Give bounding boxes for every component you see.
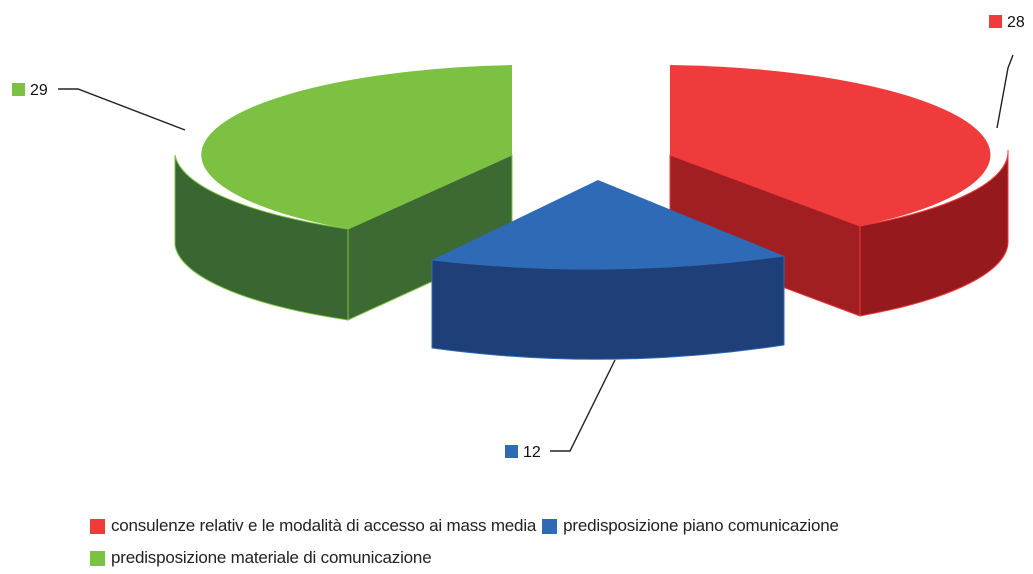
legend-row-2: predisposizione materiale di comunicazio… [90, 542, 990, 574]
legend-label-green: predisposizione materiale di comunicazio… [111, 548, 432, 567]
leader-line-green [58, 88, 186, 131]
pie-slice-blue-top [432, 180, 784, 270]
legend-row-1: consulenze relativ e le modalità di acce… [90, 510, 990, 542]
leader-line-red [996, 54, 1014, 129]
data-label-blue: 12 [523, 444, 541, 461]
legend-label-red: consulenze relativ e le modalità di acce… [111, 516, 537, 535]
pie-chart: 28 29 12 [12, 14, 1025, 461]
pie-slice-blue-side [431, 255, 785, 360]
legend-item-red: consulenze relativ e le modalità di acce… [90, 516, 536, 536]
slice-group-green [174, 65, 513, 321]
slice-group-blue [431, 180, 785, 360]
legend-swatch-blue [542, 518, 558, 534]
chart-legend: consulenze relativ e le modalità di acce… [90, 510, 990, 574]
legend-swatch-green [90, 550, 105, 566]
legend-swatch-red [90, 518, 105, 534]
pie-slice-red-top [670, 65, 991, 226]
leader-line-blue [550, 359, 616, 452]
legend-item-blue: predisposizione piano comunicazione [542, 516, 839, 536]
legend-item-green: predisposizione materiale di comunicazio… [90, 548, 432, 568]
data-label-marker-green [12, 83, 25, 96]
slice-group-red [669, 65, 1009, 317]
pie-slice-green-top [201, 65, 512, 229]
data-label-marker-red [989, 15, 1002, 28]
data-label-green: 29 [30, 82, 48, 99]
data-label-marker-blue [505, 445, 518, 458]
legend-label-blue: predisposizione piano comunicazione [563, 516, 839, 535]
data-label-red: 28 [1007, 14, 1025, 31]
